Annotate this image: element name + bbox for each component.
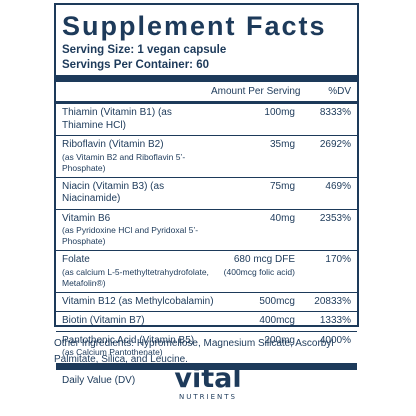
divider-medium [56,101,357,104]
nutrient-label: Vitamin B6 [62,212,111,224]
row-divider [56,311,357,312]
nutrient-name: Biotin (Vitamin B7) [62,315,215,328]
nutrient-label: Biotin (Vitamin B7) [62,315,145,326]
nutrient-label: Vitamin B12 (as Methylcobalamin) [62,295,214,307]
nutrient-row: Vitamin B6 (as Pyridoxine HCl and Pyridox… [62,210,351,251]
nutrient-label: Folate [62,254,90,265]
nutrient-source: (as Vitamin B2 and Riboflavin 5’-Phospha… [62,151,186,173]
amount-value: 200mg [264,334,295,346]
amount-header: Amount Per Serving [211,86,301,97]
other-ingredients: Other Ingredients: Hypromellose, Magnesi… [54,338,334,365]
logo-subtitle: NUTRIENTS [179,393,237,401]
nutrient-row: Thiamin (Vitamin B1) (as Thiamine HCl) 10… [62,104,351,135]
nutrient-dv: 170% [325,254,351,265]
row-divider [56,250,357,251]
amount-value: 680 mcg DFE [233,254,295,265]
nutrient-row: Riboflavin (Vitamin B2) (as Vitamin B2 an… [62,136,351,177]
nutrient-dv: 8333% [319,107,351,118]
nutrient-name: Vitamin B6 (as Pyridoxine HCl and Pyridox… [62,213,215,248]
nutrient-amount: 680 mcg DFE (400mcg folic acid) [215,254,303,289]
amount-value: 75mg [269,180,295,192]
nutrient-dv: 2353% [319,212,351,224]
row-divider [56,135,357,136]
amount-value: 35mg [269,139,295,150]
nutrient-name: Niacin (Vitamin B3) (as Niacinamide) [62,181,215,206]
amount-note: (400mcg folic acid) [223,266,295,277]
amount-value: 500mcg [259,295,295,307]
nutrient-amount: 40mg [215,213,303,248]
nutrient-name: Thiamin (Vitamin B1) (as Thiamine HCl) [62,107,215,132]
logo-wordmark: vital [174,363,242,394]
column-header: Amount Per Serving %DV [62,82,351,101]
nutrient-name: Pantothenic Acid (Vitamin B5) (as Calcium… [62,335,215,359]
nutrient-amount: 100mg [215,107,303,132]
nutrient-source: (as calcium L-5-methyltetrahydrofolate, … [62,266,209,288]
nutrient-amount: 35mg [215,139,303,174]
divider-thick [56,75,357,82]
nutrient-source: (as Pyridoxine HCl and Pyridoxal 5’-Phos… [62,225,199,246]
servings-per-container: Servings Per Container: 60 [62,59,209,71]
nutrient-row: Vitamin B12 (as Methylcobalamin) 500mcg 20… [62,293,351,312]
nutrient-name: Vitamin B12 (as Methylcobalamin) [62,296,215,309]
nutrient-label: Pantothenic Acid (Vitamin B5) [62,334,195,346]
dv-header: %DV [328,86,351,97]
row-divider [56,176,357,178]
serving-size: Serving Size: 1 vegan capsule [62,44,227,56]
nutrient-amount: 400mcg [215,315,303,328]
nutrient-dv: 20833% [314,295,351,307]
nutrient-row: Biotin (Vitamin B7) 400mcg 1333% [62,312,351,331]
brand-logo: vital NUTRIENTS [0,365,416,402]
panel-title: Supplement Facts [62,11,327,41]
nutrient-label: Riboflavin (Vitamin B2) [62,139,164,150]
nutrient-rows: Thiamin (Vitamin B1) (as Thiamine HCl) 10… [56,104,357,362]
nutrient-name: Folate (as calcium L-5-methyltetrahydrofo… [62,254,215,289]
nutrient-amount: 500mcg [215,296,303,309]
nutrient-amount: 75mg [215,181,303,206]
nutrient-dv: 2692% [319,139,351,150]
nutrient-row: Folate (as calcium L-5-methyltetrahydrofo… [62,251,351,292]
nutrient-amount: 200mg [215,335,303,359]
row-divider [56,291,357,293]
nutrient-row: Niacin (Vitamin B3) (as Niacinamide) 75mg… [62,178,351,209]
row-divider [56,208,357,210]
nutrient-label: Thiamin (Vitamin B1) (as Thiamine HCl) [62,107,172,131]
nutrient-dv: 4000% [319,334,351,346]
row-divider [56,330,357,332]
amount-value: 400mcg [259,315,295,326]
nutrient-source: (as Calcium Pantothenate) [62,347,163,357]
nutrient-row: Pantothenic Acid (Vitamin B5) (as Calcium… [62,332,351,362]
nutrient-dv: 1333% [319,315,351,326]
dv-footnote: Daily Value (DV) [62,375,136,386]
nutrient-dv: 469% [325,180,351,192]
nutrient-label: Niacin (Vitamin B3) (as Niacinamide) [62,180,165,205]
divider-thick-bottom [56,363,357,370]
supplement-facts-panel: Supplement Facts Serving Size: 1 vegan c… [54,3,359,386]
amount-value: 40mg [269,212,295,224]
amount-value: 100mg [264,107,295,118]
nutrient-name: Riboflavin (Vitamin B2) (as Vitamin B2 an… [62,139,215,174]
